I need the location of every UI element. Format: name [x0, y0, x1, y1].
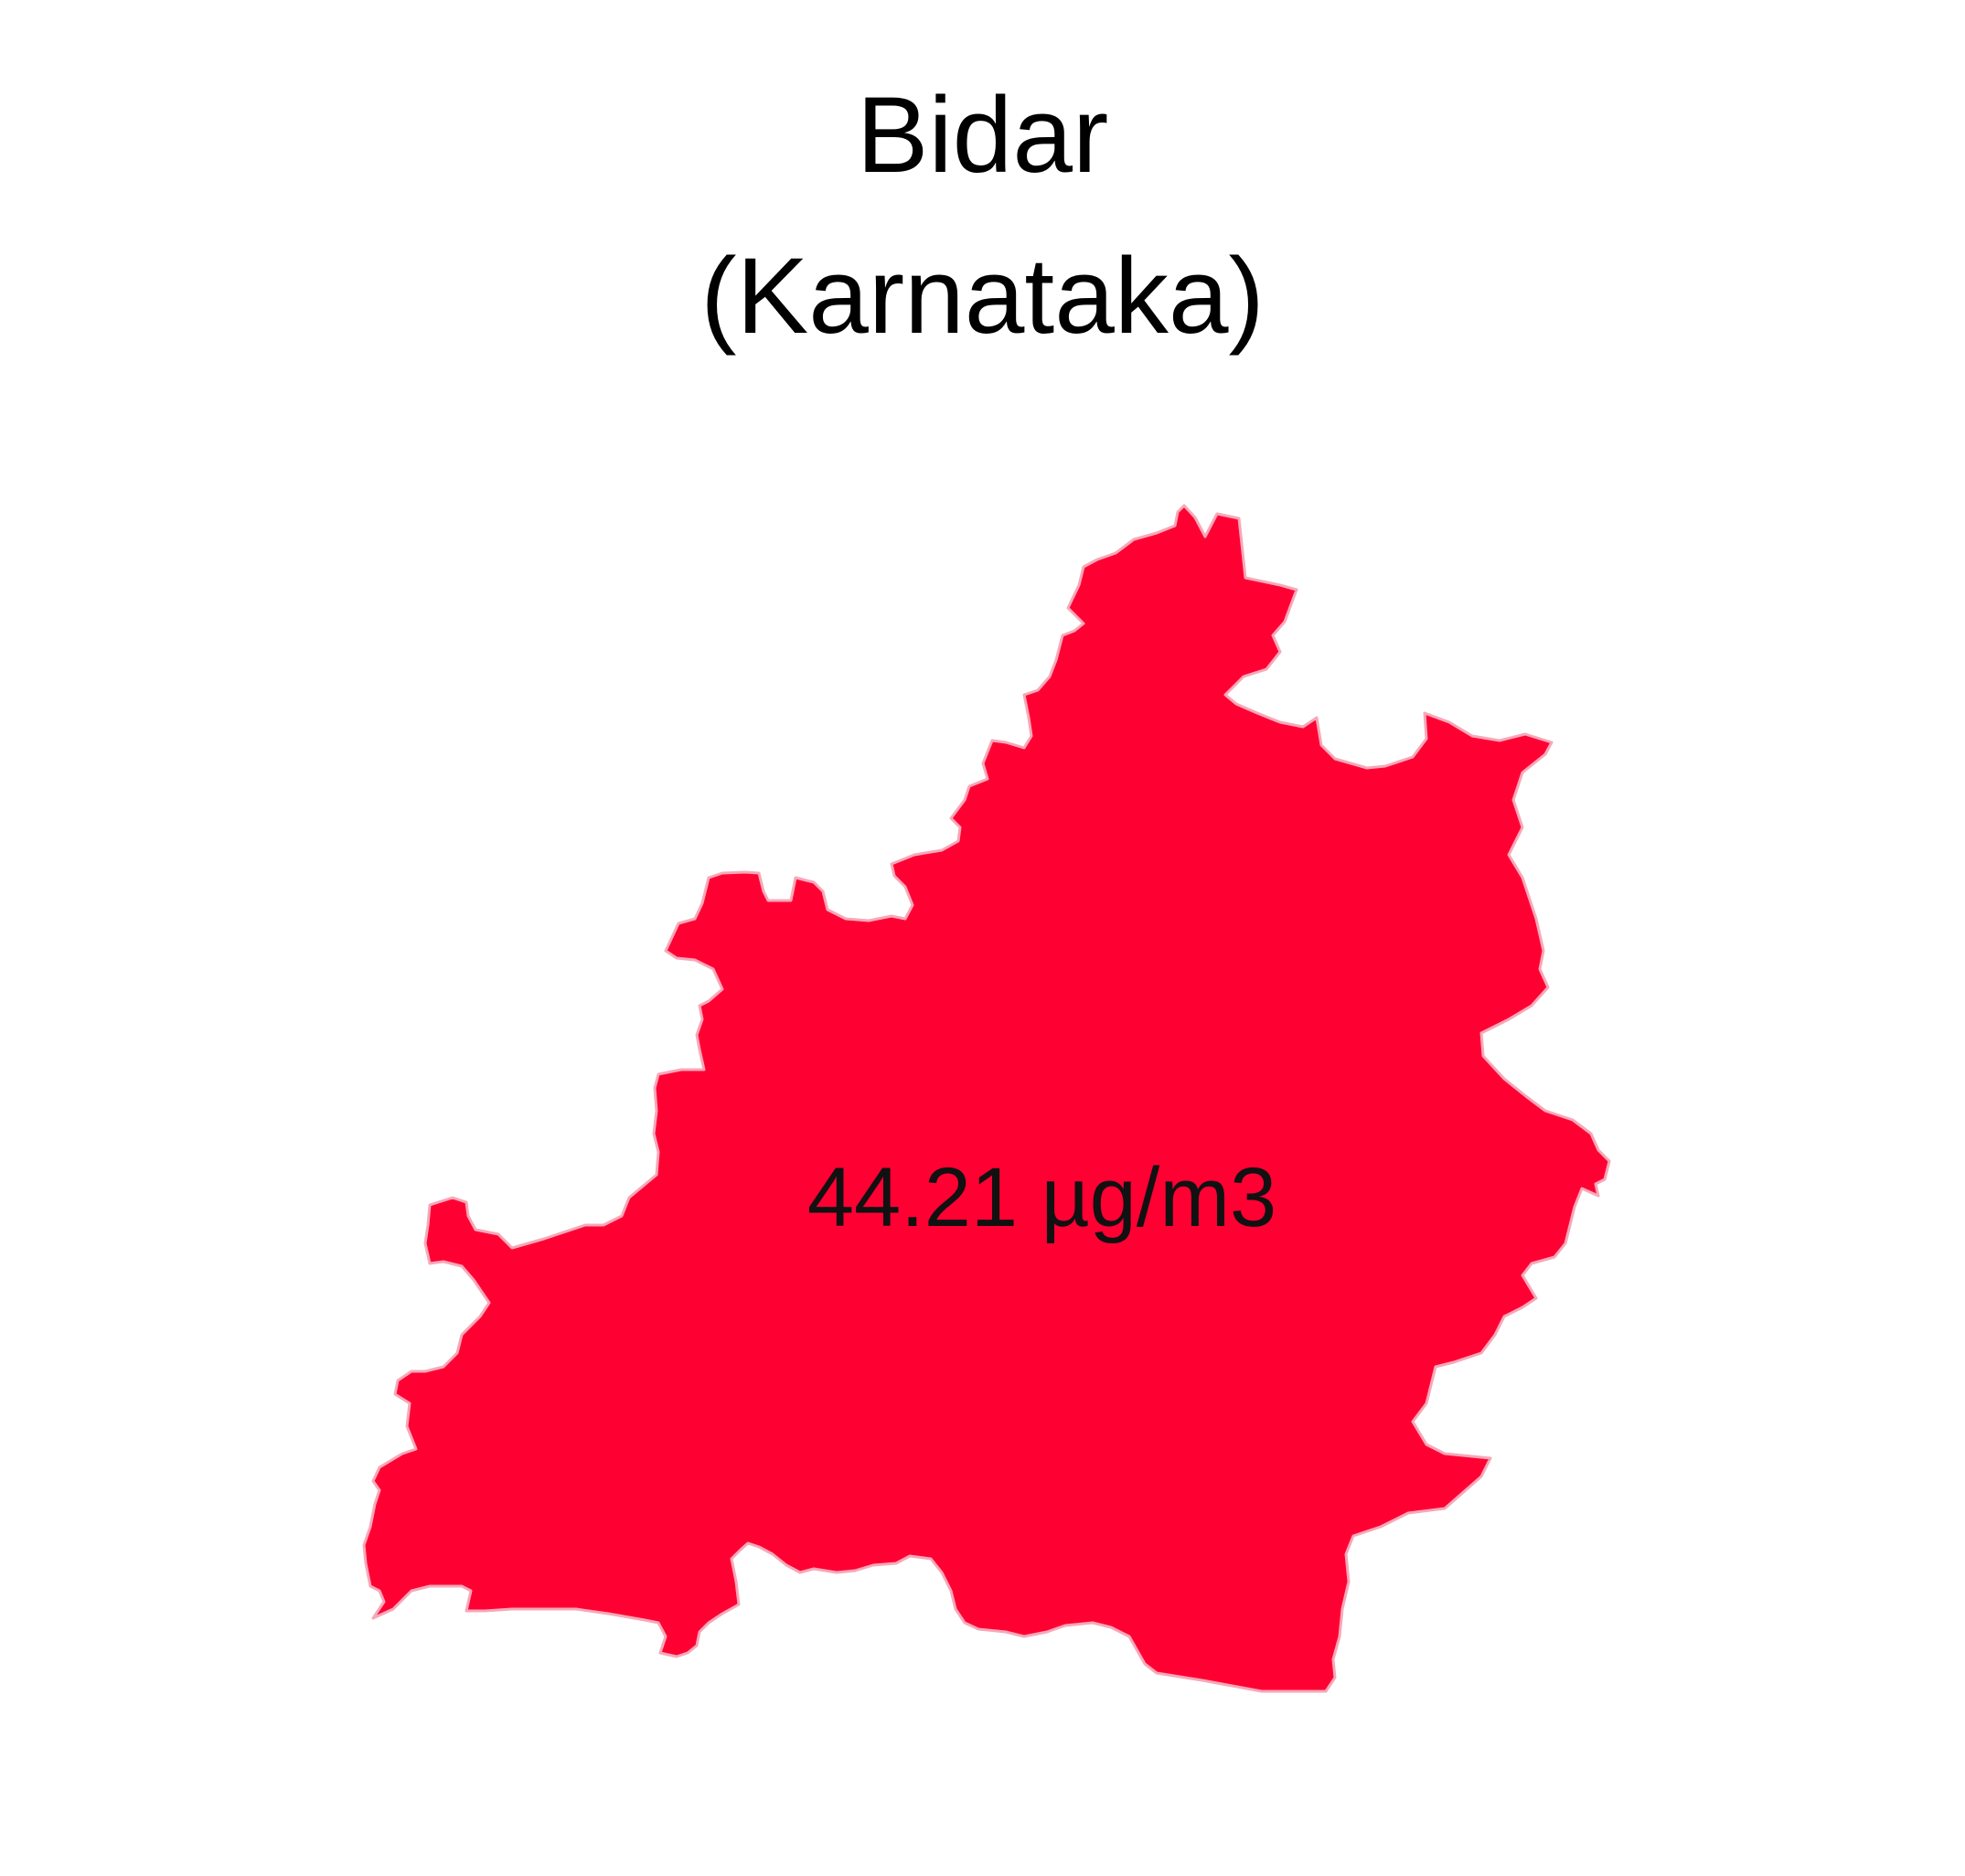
value-text: 44.21 µg/m3 [806, 1151, 1277, 1244]
state-name: (Karnataka) [700, 236, 1265, 357]
map-title: Bidar (Karnataka) [0, 55, 1965, 377]
pm25-value-label: 44.21 µg/m3 [0, 1147, 1965, 1248]
district-name: Bidar [856, 75, 1109, 196]
district-boundary [362, 504, 1611, 1693]
